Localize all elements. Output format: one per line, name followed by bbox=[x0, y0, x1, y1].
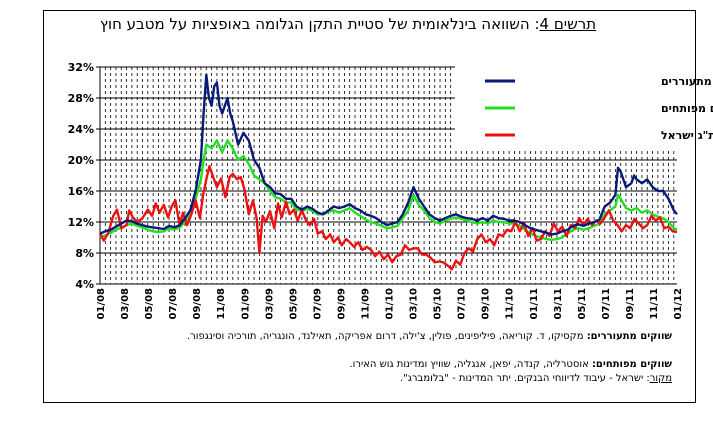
x-tick-labels: 01/08 03/08 05/08 07/08 09/08 11/08 01/09 03/09… bbox=[96, 288, 684, 320]
chart-title-label: תרשים 4 bbox=[539, 15, 597, 33]
y-tick-label: 4% bbox=[75, 278, 94, 291]
legend-label: סת"ג ישראל bbox=[661, 129, 713, 142]
x-tick-label: 01/11 bbox=[529, 288, 540, 320]
x-tick-label: 01/09 bbox=[240, 288, 251, 320]
x-tick-label: 09/11 bbox=[625, 288, 636, 320]
note-emerging-text: מקסיקו, ד. קוריאה, פיליפינים, פולין, צ'י… bbox=[186, 331, 587, 342]
x-tick-label: 03/09 bbox=[264, 288, 275, 320]
note-developed-label: שווקים מפותחים: bbox=[591, 359, 672, 370]
x-tick-label: 01/08 bbox=[96, 288, 107, 320]
x-tick-label: 11/11 bbox=[649, 288, 660, 320]
series-line bbox=[99, 139, 678, 242]
legend-label: ממוצע שווקים מתעוררים bbox=[661, 75, 713, 88]
x-tick-label: 09/10 bbox=[481, 288, 492, 320]
note-developed: שווקים מפותחים: אוסטרליה, קנדה, יפאן, אנ… bbox=[92, 358, 672, 372]
y-tick-label: 8% bbox=[75, 247, 94, 260]
y-tick-label: 24% bbox=[68, 123, 94, 136]
x-tick-label: 07/10 bbox=[457, 288, 468, 320]
x-tick-label: 11/08 bbox=[216, 288, 227, 320]
y-tick-label: 16% bbox=[68, 185, 94, 198]
x-tick-label: 03/10 bbox=[409, 288, 420, 320]
x-tick-label: 09/09 bbox=[336, 288, 347, 320]
x-tick-label: 07/09 bbox=[312, 288, 323, 320]
legend-label: ממוצע שווקים מפותחים bbox=[661, 102, 713, 115]
note-source-text: : ישראל - עיבוד לדיווחי הבנקים. יתר המדי… bbox=[400, 373, 650, 384]
note-source: מקור: ישראל - עיבוד לדיווחי הבנקים. יתר … bbox=[92, 372, 672, 386]
x-tick-label: 03/11 bbox=[553, 288, 564, 320]
note-developed-text: אוסטרליה, קנדה, יפאן, אנגליה, שוויץ ומדי… bbox=[349, 359, 592, 370]
y-tick-label: 20% bbox=[68, 154, 94, 167]
x-tick-label: 01/12 bbox=[673, 288, 684, 320]
chart-title: תרשים 4: השוואה בינלאומית של סטיית התקן … bbox=[48, 14, 648, 34]
x-tick-label: 11/10 bbox=[505, 288, 516, 320]
note-emerging-label: שווקים מתעוררים: bbox=[586, 331, 672, 342]
x-tick-label: 05/08 bbox=[144, 288, 155, 320]
x-tick-label: 09/08 bbox=[192, 288, 203, 320]
chart-axes bbox=[99, 67, 677, 285]
chart-legend: ממוצע שווקים מתעוררים ממוצע שווקים מפותחי… bbox=[455, 66, 713, 150]
y-tick-labels: 32% 28% 24% 20% 16% 12% 8% 4% bbox=[68, 61, 94, 291]
x-tick-label: 05/10 bbox=[433, 288, 444, 320]
series-line bbox=[98, 164, 678, 271]
y-tick-label: 12% bbox=[68, 216, 94, 229]
x-tick-label: 07/08 bbox=[168, 288, 179, 320]
x-tick-label: 05/09 bbox=[288, 288, 299, 320]
x-tick-label: 05/11 bbox=[577, 288, 588, 320]
x-tick-label: 01/10 bbox=[385, 288, 396, 320]
x-tick-label: 03/08 bbox=[120, 288, 131, 320]
series-line bbox=[99, 73, 678, 236]
note-source-label: מקור bbox=[649, 373, 672, 384]
y-tick-label: 32% bbox=[68, 61, 94, 74]
y-tick-label: 28% bbox=[68, 92, 94, 105]
series-lines bbox=[98, 73, 678, 271]
x-tick-label: 11/09 bbox=[360, 288, 371, 320]
x-tick-label: 07/11 bbox=[601, 288, 612, 320]
chart-title-text: : השוואה בינלאומית של סטיית התקן הגלומה … bbox=[99, 15, 540, 33]
note-emerging: שווקים מתעוררים: מקסיקו, ד. קוריאה, פילי… bbox=[92, 330, 672, 344]
